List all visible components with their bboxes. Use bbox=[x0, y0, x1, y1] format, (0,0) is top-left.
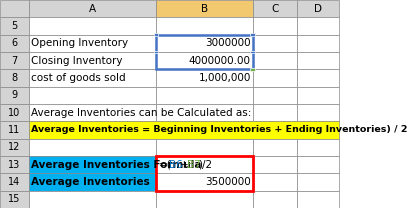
Bar bbox=[253, 52, 297, 69]
Bar bbox=[156, 87, 253, 104]
Bar bbox=[29, 69, 156, 87]
Text: A: A bbox=[89, 4, 96, 14]
Text: 1,000,000: 1,000,000 bbox=[198, 73, 251, 83]
Bar bbox=[0, 52, 29, 69]
Text: B6: B6 bbox=[169, 160, 183, 170]
Bar bbox=[253, 139, 297, 156]
Bar bbox=[297, 87, 339, 104]
Bar bbox=[156, 156, 253, 173]
Text: =(: =( bbox=[159, 160, 172, 170]
Bar bbox=[156, 104, 253, 121]
Bar bbox=[0, 69, 29, 87]
Bar bbox=[0, 17, 29, 35]
Text: 4000000.00: 4000000.00 bbox=[189, 56, 251, 66]
Bar bbox=[154, 33, 158, 36]
Bar bbox=[29, 121, 339, 139]
Bar bbox=[156, 156, 253, 191]
Bar bbox=[156, 69, 253, 87]
Bar bbox=[29, 139, 156, 156]
Bar bbox=[29, 0, 156, 17]
Text: D: D bbox=[314, 4, 322, 14]
Bar bbox=[29, 104, 156, 121]
Bar bbox=[297, 156, 339, 173]
Text: 5: 5 bbox=[11, 21, 18, 31]
Bar bbox=[297, 69, 339, 87]
Text: C: C bbox=[271, 4, 278, 14]
Bar bbox=[156, 173, 253, 191]
Bar bbox=[0, 121, 29, 139]
Bar bbox=[250, 33, 255, 36]
Bar bbox=[0, 104, 29, 121]
Bar bbox=[29, 87, 156, 104]
Bar bbox=[250, 68, 255, 71]
Bar bbox=[253, 0, 297, 17]
Bar bbox=[253, 17, 297, 35]
Bar bbox=[253, 87, 297, 104]
Bar bbox=[297, 104, 339, 121]
Bar bbox=[297, 52, 339, 69]
Text: B7: B7 bbox=[187, 160, 201, 170]
Text: Opening Inventory: Opening Inventory bbox=[31, 38, 128, 48]
Text: 7: 7 bbox=[11, 56, 18, 66]
Bar bbox=[253, 156, 297, 173]
Bar bbox=[156, 35, 253, 69]
Bar bbox=[29, 17, 156, 35]
Bar bbox=[250, 51, 255, 53]
Text: Average Inventories Formula: Average Inventories Formula bbox=[31, 160, 201, 170]
Bar bbox=[0, 35, 29, 52]
Bar bbox=[253, 35, 297, 52]
Bar bbox=[0, 0, 29, 17]
Bar bbox=[156, 52, 253, 69]
Bar bbox=[156, 191, 253, 208]
Text: 10: 10 bbox=[8, 108, 21, 118]
Bar bbox=[297, 191, 339, 208]
Bar bbox=[0, 156, 29, 173]
Bar bbox=[297, 35, 339, 52]
Bar bbox=[297, 139, 339, 156]
Bar bbox=[253, 173, 297, 191]
Bar bbox=[29, 35, 156, 52]
Bar bbox=[156, 139, 253, 156]
Bar bbox=[297, 0, 339, 17]
Text: Average Inventories = Beginning Inventories + Ending Inventories) / 2: Average Inventories = Beginning Inventor… bbox=[31, 125, 407, 135]
Bar bbox=[253, 104, 297, 121]
Text: 9: 9 bbox=[11, 90, 18, 100]
Bar bbox=[156, 17, 253, 35]
Bar bbox=[29, 191, 156, 208]
Text: 8: 8 bbox=[11, 73, 18, 83]
Bar bbox=[0, 139, 29, 156]
Text: 11: 11 bbox=[8, 125, 21, 135]
Bar bbox=[156, 35, 253, 52]
Bar bbox=[253, 69, 297, 87]
Bar bbox=[297, 17, 339, 35]
Text: 3000000: 3000000 bbox=[205, 38, 251, 48]
Text: 13: 13 bbox=[8, 160, 21, 170]
Text: 3500000: 3500000 bbox=[205, 177, 251, 187]
Text: Closing Inventory: Closing Inventory bbox=[31, 56, 122, 66]
Text: Average Inventories can be Calculated as:: Average Inventories can be Calculated as… bbox=[31, 108, 251, 118]
Bar bbox=[29, 173, 156, 191]
Bar bbox=[0, 173, 29, 191]
Text: cost of goods sold: cost of goods sold bbox=[31, 73, 126, 83]
Text: )/2: )/2 bbox=[198, 160, 213, 170]
Bar bbox=[253, 191, 297, 208]
Bar bbox=[0, 191, 29, 208]
Bar bbox=[154, 51, 158, 53]
Text: 6: 6 bbox=[11, 38, 18, 48]
Text: 15: 15 bbox=[8, 194, 21, 204]
Bar bbox=[29, 52, 156, 69]
Text: 14: 14 bbox=[8, 177, 21, 187]
Bar bbox=[0, 87, 29, 104]
Text: +: + bbox=[180, 160, 189, 170]
Text: B: B bbox=[201, 4, 208, 14]
Bar bbox=[297, 173, 339, 191]
Text: 12: 12 bbox=[8, 142, 21, 152]
Text: Average Inventories: Average Inventories bbox=[31, 177, 150, 187]
Bar bbox=[156, 0, 253, 17]
Bar bbox=[29, 156, 156, 173]
